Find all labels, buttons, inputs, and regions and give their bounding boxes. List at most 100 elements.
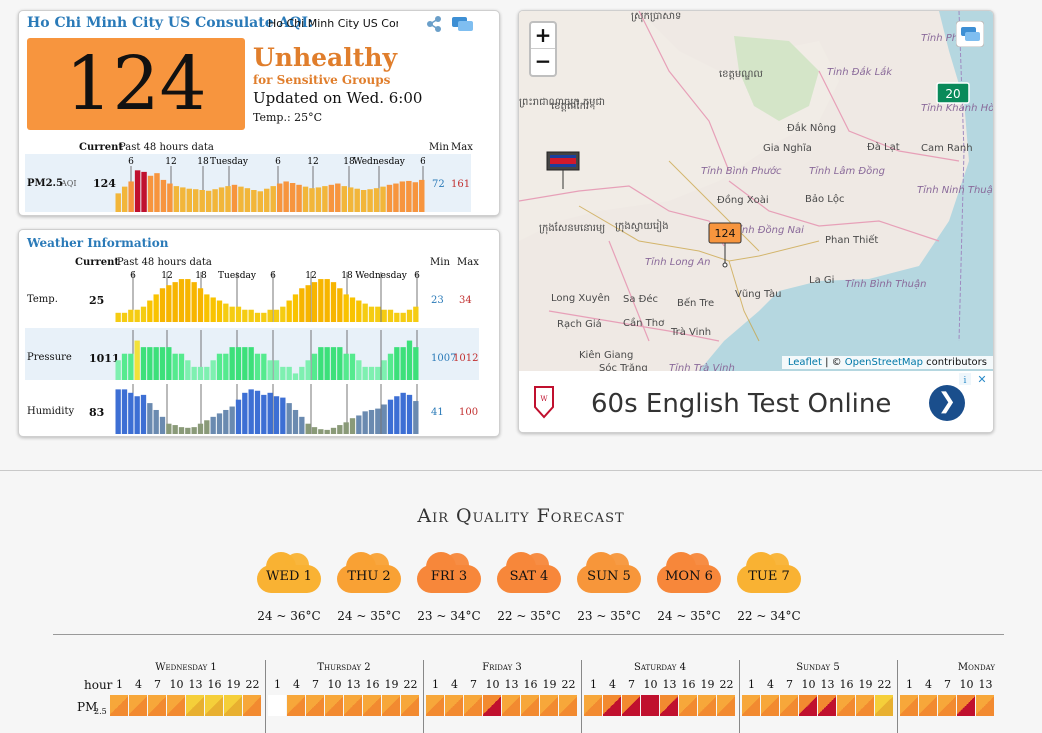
pm25-forecast-cell[interactable] — [938, 695, 956, 716]
weather-row-chart[interactable] — [115, 384, 419, 434]
pm25-bar — [412, 182, 419, 212]
pm25-forecast-cell[interactable] — [306, 695, 324, 716]
pm25-forecast-cell[interactable] — [205, 695, 223, 716]
zoom-in-button[interactable]: + — [531, 23, 555, 49]
pm25-forecast-cell[interactable] — [224, 695, 242, 716]
weather-bar — [191, 366, 197, 380]
pm25-forecast-cell[interactable] — [818, 695, 836, 716]
share-icon[interactable] — [425, 15, 443, 33]
weather-bar — [280, 306, 286, 322]
cambodia-station-marker[interactable] — [546, 151, 580, 189]
pm25-forecast-cell[interactable] — [717, 695, 735, 716]
ad-text[interactable]: 60s English Test Online — [591, 389, 892, 419]
pm25-forecast-cell[interactable] — [780, 695, 798, 716]
pm25-forecast-cell[interactable] — [363, 695, 381, 716]
map-place-label: Long Xuyên — [551, 292, 610, 304]
pm25-forecast-cell[interactable] — [976, 695, 994, 716]
forecast-day-5[interactable]: SUN 5 — [573, 545, 645, 597]
pm25-forecast-cell[interactable] — [167, 695, 185, 716]
pm25-forecast-cell[interactable] — [957, 695, 975, 716]
osm-link[interactable]: OpenStreetMap — [844, 357, 923, 368]
forecast-day-6[interactable]: MON 6 — [653, 545, 725, 597]
aqi-marker-main[interactable]: 124 — [708, 222, 742, 268]
forecast-day-7[interactable]: TUE 7 — [733, 545, 805, 597]
pm25-forecast-cell[interactable] — [325, 695, 343, 716]
weather-row-chart[interactable] — [115, 272, 419, 322]
pm25-bar — [335, 183, 341, 212]
forecast-day-3[interactable]: FRI 3 — [413, 545, 485, 597]
chat-icon[interactable] — [451, 15, 475, 33]
map-place-label: ក្រុងស្វាយរៀង — [615, 219, 669, 233]
weather-row-chart[interactable] — [115, 330, 419, 380]
weather-bar — [216, 300, 223, 322]
pm25-axis-label: Tuesday — [210, 157, 249, 167]
pm25-axis-label: Wednesday — [353, 157, 405, 167]
weather-bar — [400, 392, 406, 434]
station-name[interactable]: Ho Chi Minh City US Cons — [268, 17, 398, 30]
aqi-panel-title[interactable]: Ho Chi Minh City US Consulate AQI: — [27, 15, 314, 31]
pm25-forecast-cell[interactable] — [799, 695, 817, 716]
weather-bar — [362, 411, 368, 434]
pm25-bar — [244, 188, 251, 212]
forecast-day-4[interactable]: SAT 4 — [493, 545, 565, 597]
weather-bar — [115, 360, 121, 380]
pm25-forecast-cell[interactable] — [426, 695, 444, 716]
pm25-forecast-cell[interactable] — [502, 695, 520, 716]
pm25-forecast-cell[interactable] — [584, 695, 602, 716]
weather-bar — [406, 340, 413, 380]
pm25-forecast-cell[interactable] — [464, 695, 482, 716]
pm25-forecast-cell[interactable] — [521, 695, 539, 716]
weather-bar — [248, 347, 254, 380]
marker-other-text: 20 — [945, 87, 960, 101]
pm25-forecast-cell[interactable] — [186, 695, 204, 716]
pm25-forecast-cell[interactable] — [148, 695, 166, 716]
pm25-forecast-cell[interactable] — [603, 695, 621, 716]
pm25-forecast-cell[interactable] — [382, 695, 400, 716]
pm25-forecast-cell[interactable] — [622, 695, 640, 716]
hour-label: 16 — [523, 678, 538, 691]
pm25-forecast-cell[interactable] — [540, 695, 558, 716]
pm25-max: 161 — [451, 179, 471, 190]
pm25-forecast-cell[interactable] — [761, 695, 779, 716]
pm25-forecast-cell[interactable] — [698, 695, 716, 716]
forecast-day-2[interactable]: THU 2 — [333, 545, 405, 597]
pm25-forecast-cell[interactable] — [129, 695, 147, 716]
pm25-forecast-cell[interactable] — [445, 695, 463, 716]
pm25-bar — [302, 186, 309, 212]
ad-banner[interactable]: W 60s English Test Online ❯ i ✕ — [519, 371, 993, 432]
ad-close-icon[interactable]: i ✕ — [959, 373, 991, 385]
layers-icon[interactable] — [956, 21, 984, 47]
pm25-forecast-cell[interactable] — [243, 695, 261, 716]
pm25-forecast-cell[interactable] — [559, 695, 577, 716]
pm25-forecast-cell[interactable] — [919, 695, 937, 716]
pm25-forecast-cell[interactable] — [268, 695, 286, 716]
pm25-forecast-cell[interactable] — [344, 695, 362, 716]
pm25-forecast-cell[interactable] — [287, 695, 305, 716]
forecast-temp: 22 ~ 35°C — [497, 609, 561, 623]
pm25-forecast-cell[interactable] — [110, 695, 128, 716]
forecast-day-1[interactable]: WED 1 — [253, 545, 325, 597]
pm25-forecast-cell[interactable] — [483, 695, 501, 716]
ad-go-button[interactable]: ❯ — [929, 385, 965, 421]
pm25-forecast-cell[interactable] — [641, 695, 659, 716]
pm25-forecast-cell[interactable] — [900, 695, 918, 716]
leaflet-link[interactable]: Leaflet — [787, 357, 822, 368]
hour-label: 16 — [365, 678, 380, 691]
pm25-forecast-cell[interactable] — [742, 695, 760, 716]
map-place-label: ខេត្តមណ្ឌល — [719, 69, 763, 80]
pm25-forecast-cell[interactable] — [837, 695, 855, 716]
marker-main-text: 124 — [715, 227, 736, 240]
map-canvas[interactable]: Tinh Đắk Lắk Đắk Nông Gia Nghĩa Đà Lạt Cam R… — [519, 11, 994, 371]
pm25-forecast-cell[interactable] — [875, 695, 893, 716]
map-panel[interactable]: Tinh Đắk Lắk Đắk Nông Gia Nghĩa Đà Lạt Cam R… — [518, 10, 994, 433]
pm25-forecast-cell[interactable] — [401, 695, 419, 716]
hour-label: 4 — [767, 678, 774, 691]
pm25-forecast-cell[interactable] — [856, 695, 874, 716]
pm25-forecast-cell[interactable] — [679, 695, 697, 716]
aqi-marker-other[interactable]: 20 — [936, 82, 970, 104]
pm25-forecast-cell[interactable] — [660, 695, 678, 716]
weather-bar — [140, 306, 147, 322]
hour-label: 13 — [188, 678, 203, 691]
zoom-out-button[interactable]: − — [534, 49, 552, 73]
